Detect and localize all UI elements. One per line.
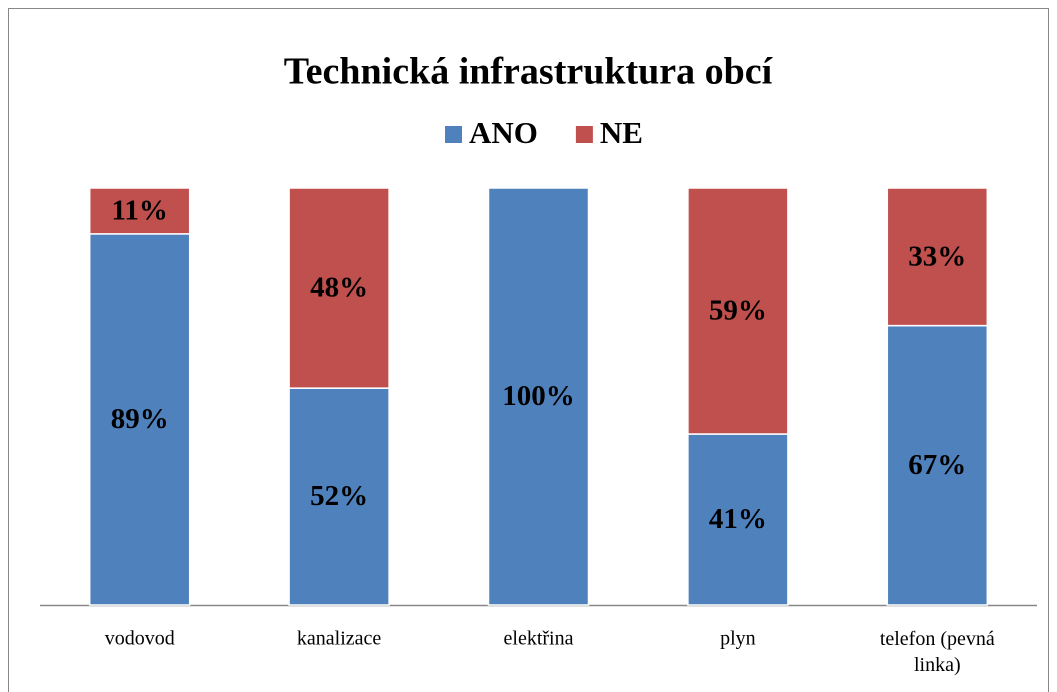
bar-segment [487, 187, 590, 606]
legend-swatch [575, 126, 593, 143]
bar-segment [886, 187, 989, 327]
data-label: 52% [310, 480, 368, 512]
legend-label: NE [600, 115, 643, 150]
bar-segment [886, 324, 989, 606]
bar-segment [687, 187, 789, 435]
data-label: 41% [709, 503, 767, 535]
legend-label: ANO [469, 115, 538, 150]
x-tick-label: elektřina [504, 628, 574, 650]
bar-segment [288, 187, 390, 389]
data-label: 33% [908, 240, 966, 272]
data-label: 67% [908, 449, 966, 481]
chart-title: Technická infrastruktura obcí [284, 51, 774, 93]
legend-swatch [445, 126, 462, 143]
x-tick-label: kanalizace [297, 628, 381, 650]
x-tick-label: plyn [720, 628, 756, 650]
bar-segment [88, 233, 191, 606]
data-label: 59% [709, 295, 767, 327]
data-label: 48% [310, 272, 368, 304]
data-label: 11% [111, 195, 167, 227]
x-tick-label: telefon (pevná linka) [880, 628, 995, 676]
data-label: 89% [111, 403, 169, 435]
bar-segment [88, 187, 191, 235]
data-label: 100% [502, 380, 575, 412]
x-tick-label: vodovod [105, 628, 175, 650]
